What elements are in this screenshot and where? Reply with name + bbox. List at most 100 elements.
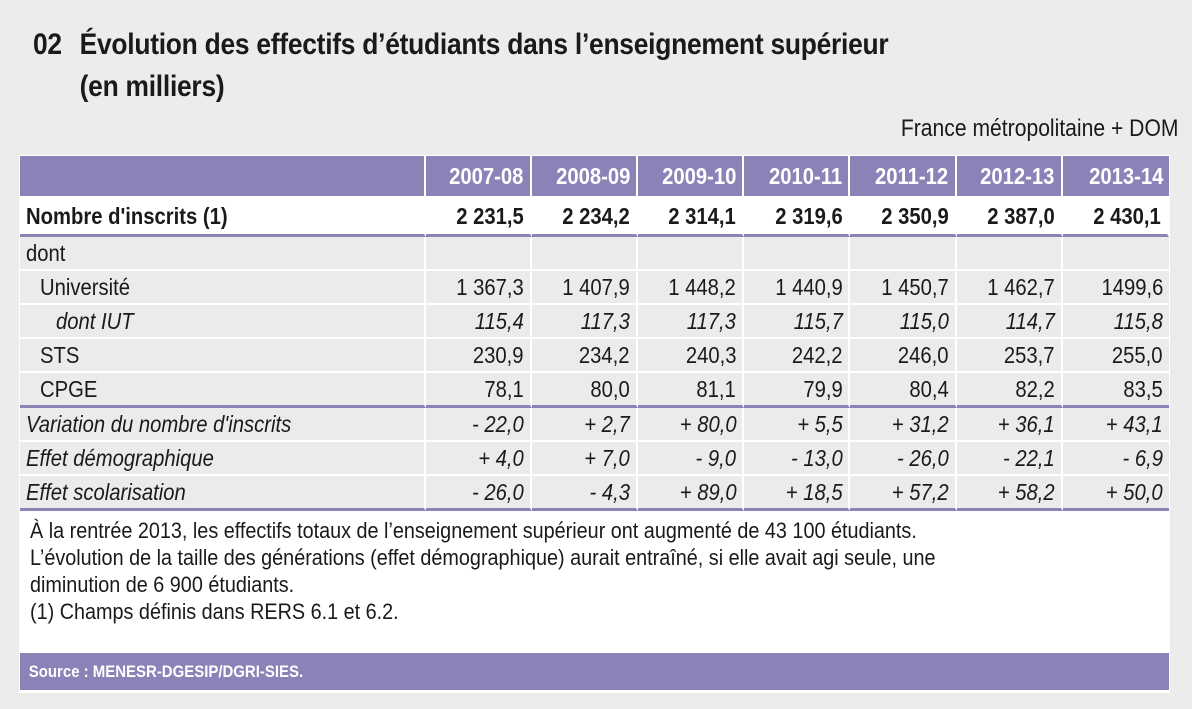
table-cell: 255,0 (1062, 339, 1169, 373)
row-effet-demographique: Effet démographique + 4,0 + 7,0- 9,0- 13,0… (20, 442, 1169, 476)
row-label: Nombre d'inscrits (1) (20, 198, 426, 237)
table-cell: 230,9 (425, 339, 532, 373)
row-universite: Université 1 367,3 1 407,9 1 448,2 1 440,9 1 … (20, 271, 1169, 305)
row-variation: Variation du nombre d'inscrits - 22,0 + 2,… (20, 408, 1169, 442)
header-row: 2007-08 2008-09 2009-10 2010-11 2011-12 … (20, 156, 1169, 198)
table-cell: 234,2 (531, 339, 639, 373)
table-cell: 240,3 (638, 339, 745, 373)
table-cell (744, 237, 851, 271)
row-sts: STS 230,9 234,2 240,3 242,2 246,0 253,7 255,0 (20, 339, 1169, 373)
row-label: Université (20, 271, 426, 305)
table-cell: - 6,9 (1062, 442, 1169, 476)
table-cell: 2 234,2 (531, 198, 639, 237)
table-cell: 242,2 (744, 339, 851, 373)
table-cell: 1 367,3 (425, 271, 532, 305)
table-cell: + 4,0 (425, 442, 532, 476)
table-cell: 2 430,1 (1062, 198, 1169, 237)
table-cell: - 26,0 (850, 442, 957, 476)
table-cell: - 22,1 (956, 442, 1063, 476)
table-cell: 114,7 (956, 305, 1063, 339)
table-cell: 117,3 (638, 305, 745, 339)
table-cell: - 13,0 (744, 442, 851, 476)
table-cell: + 31,2 (850, 408, 957, 442)
row-dont-iut: dont IUT 115,4 117,3 117,3 115,7 115,0 114,7 11… (20, 305, 1169, 339)
table-cell (531, 237, 639, 271)
table-cell: 115,0 (850, 305, 957, 339)
row-nombre-inscrits: Nombre d'inscrits (1) 2 231,5 2 234,2 2 314… (20, 198, 1169, 237)
table-cell: 117,3 (531, 305, 639, 339)
table-cell: 115,4 (425, 305, 532, 339)
table-cell: 2 231,5 (425, 198, 532, 237)
table-cell: 1 448,2 (638, 271, 745, 305)
table-cell: + 36,1 (956, 408, 1063, 442)
column-header: 2011-12 (850, 156, 957, 198)
note-line: L’évolution de la taille des générations… (30, 545, 936, 570)
table-cell: 253,7 (956, 339, 1063, 373)
table-cell: + 80,0 (638, 408, 745, 442)
table-frame: 2007-08 2008-09 2009-10 2010-11 2011-12 … (19, 155, 1170, 693)
row-label: Effet scolarisation (20, 476, 426, 511)
row-label: STS (20, 339, 426, 373)
column-header: 2009-10 (638, 156, 745, 198)
column-header: 2007-08 (425, 156, 532, 198)
table-cell: + 5,5 (744, 408, 851, 442)
table-cell: + 57,2 (850, 476, 957, 511)
table-cell (956, 237, 1063, 271)
table-cell: 81,1 (638, 373, 745, 408)
table-cell: 115,7 (744, 305, 851, 339)
table-cell: - 9,0 (638, 442, 745, 476)
row-cpge: CPGE 78,1 80,0 81,1 79,9 80,4 82,2 83,5 (20, 373, 1169, 408)
note-line: diminution de 6 900 étudiants. (30, 572, 295, 597)
source-band: Source : MENESR-DGESIP/DGRI-SIES. (20, 653, 1169, 690)
table-cell: + 2,7 (531, 408, 639, 442)
table-cell: + 18,5 (744, 476, 851, 511)
table-cell: 79,9 (744, 373, 851, 408)
table-cell: 82,2 (956, 373, 1063, 408)
column-header: 2010-11 (744, 156, 851, 198)
note-line: À la rentrée 2013, les effectifs totaux … (30, 518, 917, 543)
row-label: Effet démographique (20, 442, 426, 476)
row-label: dont IUT (20, 305, 426, 339)
column-header: 2012-13 (956, 156, 1063, 198)
footnote: (1) Champs définis dans RERS 6.1 et 6.2. (30, 599, 399, 624)
table-cell: - 22,0 (425, 408, 532, 442)
table-cell: + 50,0 (1062, 476, 1169, 511)
table-cell: 2 314,1 (638, 198, 745, 237)
table-cell (1062, 237, 1169, 271)
table-cell: + 89,0 (638, 476, 745, 511)
figure-title: 02 Évolution des effectifs d’étudiants da… (33, 24, 889, 108)
title-line-2: (en milliers) (79, 70, 225, 103)
row-effet-scolarisation: Effet scolarisation - 26,0- 4,3 + 89,0 + 18… (20, 476, 1169, 511)
title-line-1: Évolution des effectifs d’étudiants dans… (79, 28, 889, 61)
table-cell: - 26,0 (425, 476, 532, 511)
table-cell: 80,0 (531, 373, 639, 408)
table-cell: 1 462,7 (956, 271, 1063, 305)
notes: À la rentrée 2013, les effectifs totaux … (30, 517, 1160, 625)
table-cell: 115,8 (1062, 305, 1169, 339)
table-cell: 1 407,9 (531, 271, 639, 305)
column-header: 2008-09 (531, 156, 639, 198)
table-cell: 246,0 (850, 339, 957, 373)
table-cell: 1 450,7 (850, 271, 957, 305)
table-cell (425, 237, 532, 271)
row-label: CPGE (20, 373, 426, 408)
table-cell: - 4,3 (531, 476, 639, 511)
figure-number: 02 (33, 28, 62, 61)
table-cell: 2 319,6 (744, 198, 851, 237)
table-cell (850, 237, 957, 271)
table-cell: 2 350,9 (850, 198, 957, 237)
table-cell: 1 440,9 (744, 271, 851, 305)
table-cell: + 58,2 (956, 476, 1063, 511)
source-text: Source : MENESR-DGESIP/DGRI-SIES. (28, 662, 304, 681)
table-cell: 80,4 (850, 373, 957, 408)
row-label: dont (20, 237, 426, 271)
table-cell: 83,5 (1062, 373, 1169, 408)
header-blank (20, 156, 426, 198)
table-cell: 2 387,0 (956, 198, 1063, 237)
column-header: 2013-14 (1062, 156, 1169, 198)
row-dont: dont (20, 237, 1169, 271)
table-cell: + 7,0 (531, 442, 639, 476)
table-cell: 1499,6 (1062, 271, 1169, 305)
data-table: 2007-08 2008-09 2009-10 2010-11 2011-12 … (20, 156, 1169, 511)
geographic-scope: France métropolitaine + DOM (900, 115, 1178, 142)
